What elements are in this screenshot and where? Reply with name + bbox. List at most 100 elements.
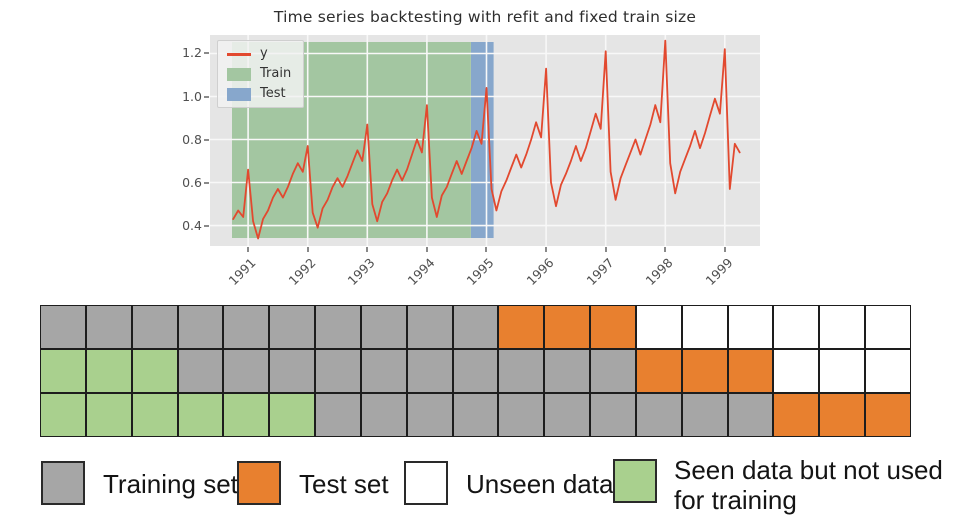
cell-training-set xyxy=(315,393,361,437)
cell-training-set xyxy=(681,393,728,437)
chart-legend-label: Test xyxy=(260,86,286,101)
cell-training-set xyxy=(452,349,499,393)
cell-seen-data-not-used xyxy=(223,393,270,437)
series-y xyxy=(232,39,741,240)
cell-seen-data-not-used xyxy=(131,349,178,393)
cell-training-set xyxy=(315,349,361,393)
y-tick-mark xyxy=(204,181,209,184)
test-set-swatch xyxy=(237,461,281,505)
seen-data-swatch xyxy=(613,459,657,503)
x-tick-mark xyxy=(366,247,369,252)
x-tick-mark xyxy=(247,247,250,252)
cell-test-set xyxy=(773,393,820,437)
y-tick-label: 0.4 xyxy=(182,217,202,233)
plot-area: y Train Test xyxy=(210,35,760,246)
cell-seen-data-not-used xyxy=(177,393,224,437)
cell-training-set xyxy=(315,305,361,349)
y-tick-label: 0.6 xyxy=(182,174,202,190)
cell-training-set xyxy=(131,305,178,349)
training-set-swatch xyxy=(41,461,85,505)
seen-data-label: Seen data but not used for training xyxy=(674,455,943,515)
seen-data-label-line2: for training xyxy=(674,485,797,515)
x-tick-mark xyxy=(425,247,428,252)
cell-unseen-data xyxy=(819,305,866,349)
cell-unseen-data xyxy=(819,349,866,393)
cell-training-set xyxy=(269,349,316,393)
cell-seen-data-not-used xyxy=(40,349,86,393)
cell-training-set xyxy=(727,393,774,437)
x-tick-mark xyxy=(306,247,309,252)
train-swatch xyxy=(227,67,251,81)
cell-seen-data-not-used xyxy=(40,393,86,437)
chart-legend: y Train Test xyxy=(217,40,305,108)
cell-unseen-data xyxy=(773,305,820,349)
cell-unseen-data xyxy=(773,349,820,393)
time-series-plot xyxy=(210,35,760,246)
y-tick-mark xyxy=(204,95,209,98)
x-tick-label: 1992 xyxy=(285,255,319,289)
x-tick-mark xyxy=(485,247,488,252)
cell-training-set xyxy=(177,349,224,393)
x-tick-label: 1999 xyxy=(702,255,736,289)
chart-legend-item-train: Train xyxy=(227,67,291,81)
cell-unseen-data xyxy=(865,349,911,393)
cell-seen-data-not-used xyxy=(85,393,132,437)
cell-training-set xyxy=(498,393,545,437)
cell-test-set xyxy=(865,393,911,437)
x-tick-label: 1995 xyxy=(463,255,498,289)
x-tick-label: 1991 xyxy=(225,255,259,289)
x-tick-mark xyxy=(545,247,548,252)
x-tick-mark xyxy=(723,247,726,252)
cell-training-set xyxy=(177,305,224,349)
x-tick-label: 1994 xyxy=(404,255,438,289)
cell-training-set xyxy=(85,305,132,349)
cell-training-set xyxy=(452,305,499,349)
cell-test-set xyxy=(544,305,591,349)
cell-training-set xyxy=(590,393,636,437)
cell-test-set xyxy=(727,349,774,393)
backtest-block-diagram xyxy=(40,305,911,437)
cell-test-set xyxy=(819,393,866,437)
x-tick-label: 1998 xyxy=(642,255,676,289)
x-tick-mark xyxy=(604,247,607,252)
cell-training-set xyxy=(360,393,407,437)
x-tick-label: 1993 xyxy=(344,255,378,289)
cell-unseen-data xyxy=(635,305,682,349)
cell-training-set xyxy=(452,393,499,437)
y-tick-mark xyxy=(204,52,209,55)
x-tick-mark xyxy=(664,247,667,252)
cell-training-set xyxy=(40,305,86,349)
cell-training-set xyxy=(223,305,270,349)
cell-training-set xyxy=(269,305,316,349)
cell-training-set xyxy=(360,305,407,349)
test-swatch xyxy=(227,87,251,101)
unseen-data-label: Unseen data xyxy=(466,469,614,499)
cell-training-set xyxy=(223,349,270,393)
unseen-data-swatch xyxy=(404,461,448,505)
cell-unseen-data xyxy=(865,305,911,349)
cell-test-set xyxy=(498,305,545,349)
cell-unseen-data xyxy=(727,305,774,349)
x-tick-label: 1997 xyxy=(583,255,617,289)
cell-training-set xyxy=(544,349,591,393)
cell-training-set xyxy=(498,349,545,393)
training-set-label: Training set xyxy=(103,469,238,499)
x-tick-label: 1996 xyxy=(523,255,557,289)
cell-training-set xyxy=(406,349,453,393)
y-tick-mark xyxy=(204,138,209,141)
y-tick-label: 1.2 xyxy=(182,45,202,61)
chart-legend-item-test: Test xyxy=(227,87,291,101)
test-set-label: Test set xyxy=(299,469,389,499)
cell-unseen-data xyxy=(681,305,728,349)
y-tick-label: 0.8 xyxy=(182,131,202,147)
chart-title: Time series backtesting with refit and f… xyxy=(273,8,697,26)
chart-legend-label: y xyxy=(260,46,268,61)
chart-legend-item-y: y xyxy=(227,47,291,61)
cell-training-set xyxy=(406,305,453,349)
line-swatch xyxy=(227,52,251,56)
cell-test-set xyxy=(590,305,636,349)
cell-seen-data-not-used xyxy=(269,393,316,437)
cell-seen-data-not-used xyxy=(131,393,178,437)
cell-test-set xyxy=(635,349,682,393)
cell-training-set xyxy=(544,393,591,437)
